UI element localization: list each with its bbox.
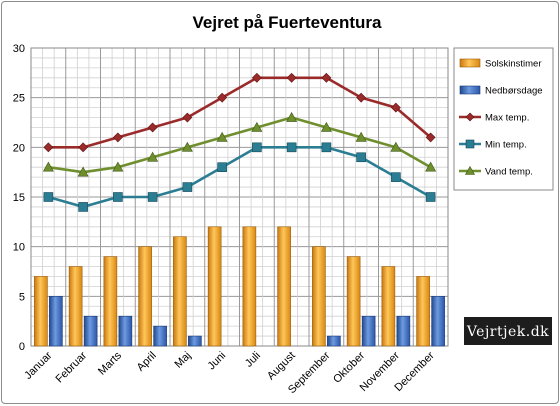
legend-label-solskinstimer: Solskinstimer <box>485 59 542 70</box>
point-min-temp <box>113 192 123 202</box>
line-min-temp <box>48 146 432 209</box>
y-tick-label: 15 <box>13 192 25 204</box>
point-min-temp <box>43 192 54 202</box>
x-tick-label: April <box>135 350 159 374</box>
point-vand-temp <box>77 166 89 177</box>
point-max-temp <box>321 72 332 83</box>
point-min-temp <box>252 142 262 153</box>
point-min-temp <box>147 192 158 202</box>
y-tick-label: 5 <box>19 291 25 303</box>
bar-solskinstimer <box>138 246 152 347</box>
bar-nedb-rsdage <box>118 315 133 347</box>
point-max-temp <box>286 72 297 83</box>
bar-solskinstimer <box>416 276 430 347</box>
point-vand-temp <box>112 161 124 172</box>
point-max-temp <box>217 92 228 103</box>
point-vand-temp <box>390 141 402 152</box>
y-tick-label: 0 <box>19 341 25 353</box>
point-vand-temp <box>320 121 332 132</box>
bar-solskinstimer <box>68 266 83 347</box>
point-min-temp <box>321 142 332 153</box>
y-tick-label: 10 <box>13 242 25 254</box>
point-max-temp <box>251 72 262 83</box>
point-min-temp <box>217 162 227 172</box>
x-tick-label: Maj <box>172 350 193 371</box>
legend-marker-min-temp <box>465 139 475 149</box>
point-max-temp <box>78 142 89 153</box>
point-min-temp <box>391 172 401 182</box>
point-max-temp <box>356 92 367 103</box>
point-min-temp <box>356 152 366 163</box>
bar-nedb-rsdage <box>83 315 98 347</box>
bar-solskinstimer <box>242 226 257 347</box>
plot-area-border <box>30 47 449 347</box>
point-vand-temp <box>181 141 193 152</box>
point-vand-temp <box>251 121 263 132</box>
line-max-temp <box>48 76 432 149</box>
legend-label-max-temp: Max temp. <box>485 113 529 124</box>
watermark-logo: Vejrtjek.dk <box>464 317 552 345</box>
bar-nedb-rsdage <box>431 296 445 347</box>
bar-solskinstimer <box>381 266 396 347</box>
bar-nedb-rsdage <box>327 335 341 347</box>
x-tick-label: August <box>265 350 298 383</box>
y-tick-label: 30 <box>13 43 25 55</box>
x-tick-label: Juni <box>205 350 228 373</box>
bar-series <box>34 226 445 347</box>
point-max-temp <box>425 132 436 143</box>
point-max-temp <box>182 112 193 123</box>
watermark-text: Vejrtjek.dk <box>466 324 549 340</box>
point-max-temp <box>112 132 123 143</box>
point-max-temp <box>390 102 401 113</box>
legend-swatch-solskinstimer <box>459 58 481 68</box>
point-vand-temp <box>355 131 367 142</box>
bar-nedb-rsdage <box>396 315 411 347</box>
bar-solskinstimer <box>346 256 361 347</box>
y-tick-label: 25 <box>13 93 25 105</box>
bar-nedb-rsdage <box>361 315 376 347</box>
point-max-temp <box>147 122 158 133</box>
legend-label-nedb-rsdage: Nedbørsdage <box>485 86 543 97</box>
point-vand-temp <box>286 111 298 122</box>
bar-solskinstimer <box>207 226 222 347</box>
point-max-temp <box>43 142 54 153</box>
point-vand-temp <box>147 151 159 162</box>
legend-marker-max-temp <box>465 112 475 122</box>
bar-nedb-rsdage <box>153 325 167 347</box>
x-tick-label: Juli <box>243 350 263 370</box>
bar-solskinstimer <box>277 226 291 347</box>
point-min-temp <box>425 192 436 202</box>
bar-solskinstimer <box>103 256 118 347</box>
bar-solskinstimer <box>34 276 48 347</box>
bar-solskinstimer <box>173 236 187 347</box>
bar-solskinstimer <box>312 246 326 347</box>
watermark-background <box>464 317 552 345</box>
legend-label-vand-temp: Vand temp. <box>485 167 533 178</box>
line-series <box>42 72 437 212</box>
point-vand-temp <box>425 161 437 172</box>
x-tick-label: Januar <box>22 349 55 382</box>
point-vand-temp <box>216 131 228 142</box>
chart-title: Vejret på Fuerteventura <box>193 13 383 32</box>
point-vand-temp <box>42 161 54 172</box>
bar-nedb-rsdage <box>188 335 202 347</box>
line-vand-temp <box>48 116 432 174</box>
legend-swatch-nedb-rsdage <box>459 85 481 95</box>
bar-nedb-rsdage <box>49 296 63 347</box>
point-min-temp <box>182 182 193 192</box>
point-min-temp <box>286 142 297 153</box>
legend-marker-vand-temp <box>464 165 476 175</box>
y-tick-label: 20 <box>13 142 25 154</box>
point-min-temp <box>78 202 88 212</box>
legend-label-min-temp: Min temp. <box>485 140 527 151</box>
x-tick-label: Marts <box>96 349 124 377</box>
x-tick-label: Februar <box>54 349 90 385</box>
legend: Solskinstimer Nedbørsdage Max temp. Min tem… <box>453 47 554 191</box>
